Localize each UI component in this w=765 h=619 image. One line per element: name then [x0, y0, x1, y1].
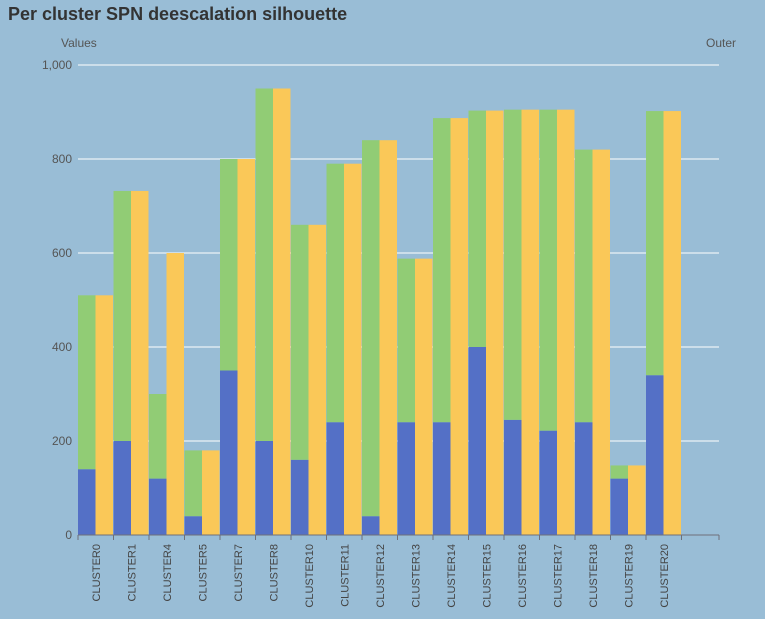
bar-inner-0[interactable]: [255, 441, 274, 535]
x-tick-label: CLUSTER15: [481, 544, 493, 608]
y-tick-label: 800: [52, 152, 72, 166]
bar-outer-0[interactable]: [663, 111, 682, 535]
bar-outer-0[interactable]: [450, 118, 469, 536]
x-tick-label: CLUSTER19: [623, 544, 635, 608]
bar-inner-0[interactable]: [646, 375, 664, 535]
bar-inner-0[interactable]: [433, 422, 451, 535]
bar-outer-0[interactable]: [273, 88, 291, 536]
y-tick-label: 0: [65, 528, 72, 542]
bar-inner-0[interactable]: [184, 516, 203, 535]
bar-outer-0[interactable]: [344, 163, 362, 535]
bar-outer-0[interactable]: [308, 224, 327, 536]
x-tick-label: CLUSTER7: [233, 544, 245, 601]
bar-outer-0[interactable]: [379, 140, 398, 535]
x-tick-label: CLUSTER0: [91, 544, 103, 601]
bar-inner-0[interactable]: [397, 422, 416, 535]
bar-inner-1[interactable]: [220, 159, 238, 371]
x-tick-label: CLUSTER5: [197, 544, 209, 601]
bar-inner-0[interactable]: [113, 441, 132, 535]
x-tick-label: CLUSTER10: [304, 544, 316, 608]
bar-inner-0[interactable]: [504, 419, 522, 535]
x-tick-label: CLUSTER12: [375, 544, 387, 608]
bar-outer-0[interactable]: [166, 253, 185, 535]
bar-inner-1[interactable]: [610, 465, 629, 479]
bar-inner-0[interactable]: [149, 478, 167, 535]
y2-axis-name: Outer: [706, 36, 736, 50]
bar-inner-1[interactable]: [362, 140, 380, 517]
axes: 0 200 400 600 800 1,000 CLUSTER0 CLUSTER1 CLUSTE…: [42, 58, 720, 608]
y-axis-name: Values: [61, 36, 97, 50]
bar-inner-1[interactable]: [113, 190, 132, 441]
x-tick-label: CLUSTER8: [268, 544, 280, 601]
x-tick-label: CLUSTER20: [659, 544, 671, 608]
x-tick-label: CLUSTER4: [162, 544, 174, 601]
x-tick-label: CLUSTER11: [339, 544, 351, 607]
chart-title: Per cluster SPN deescalation silhouette: [8, 4, 348, 24]
bar-outer-0[interactable]: [131, 190, 149, 535]
bar-inner-1[interactable]: [397, 258, 416, 423]
x-tick-label: CLUSTER16: [517, 544, 529, 608]
bar-outer-0[interactable]: [557, 109, 575, 536]
bar-inner-1[interactable]: [184, 450, 203, 517]
y-tick-label: 1,000: [42, 58, 72, 72]
bar-outer-0[interactable]: [521, 109, 540, 536]
x-tick-label: CLUSTER13: [410, 544, 422, 608]
bar-inner-1[interactable]: [504, 109, 522, 420]
x-tick-label: CLUSTER14: [446, 544, 458, 608]
bar-outer-0[interactable]: [628, 465, 646, 535]
bar-inner-1[interactable]: [326, 163, 345, 423]
x-tick-label: CLUSTER17: [552, 544, 564, 608]
bar-inner-0[interactable]: [575, 422, 593, 535]
bar-inner-1[interactable]: [149, 394, 167, 479]
bar-inner-1[interactable]: [433, 118, 451, 423]
bar-inner-0[interactable]: [362, 516, 380, 535]
bar-inner-0[interactable]: [610, 478, 629, 535]
bar-outer-0[interactable]: [486, 110, 504, 535]
bar-inner-0[interactable]: [326, 422, 345, 535]
bar-outer-0[interactable]: [237, 159, 256, 535]
bar-outer-0[interactable]: [95, 295, 114, 535]
bar-inner-0[interactable]: [78, 469, 96, 535]
bars: [78, 88, 682, 536]
x-tick-label: CLUSTER1: [126, 544, 138, 601]
bar-inner-1[interactable]: [575, 149, 593, 423]
bar-outer-0[interactable]: [202, 450, 220, 535]
bar-inner-0[interactable]: [220, 370, 238, 536]
y-tick-label: 200: [52, 434, 72, 448]
bar-outer-0[interactable]: [592, 149, 611, 535]
y-tick-label: 400: [52, 340, 72, 354]
bar-outer-0[interactable]: [415, 258, 433, 535]
bar-inner-0[interactable]: [539, 430, 558, 535]
bar-inner-1[interactable]: [468, 110, 487, 347]
x-tick-label: CLUSTER18: [588, 544, 600, 608]
bar-inner-1[interactable]: [255, 88, 274, 442]
bar-inner-1[interactable]: [291, 224, 309, 460]
bar-inner-0[interactable]: [291, 459, 309, 535]
bar-inner-1[interactable]: [646, 111, 664, 376]
bar-inner-1[interactable]: [539, 109, 558, 431]
y-tick-label: 600: [52, 246, 72, 260]
bar-inner-1[interactable]: [78, 295, 96, 470]
bar-inner-0[interactable]: [468, 347, 487, 535]
